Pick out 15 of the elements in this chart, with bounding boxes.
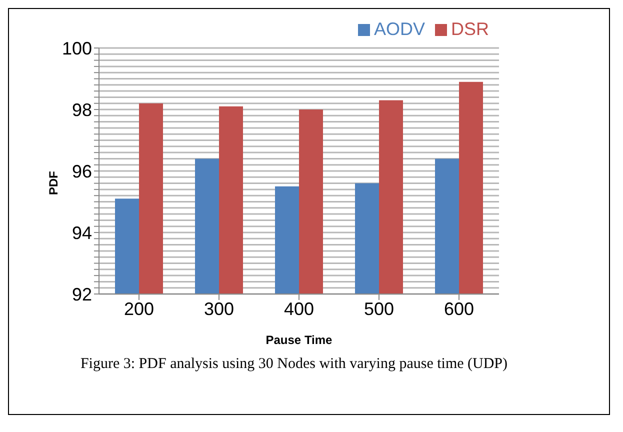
y-tick-label: 96: [72, 161, 92, 182]
y-tick-label: 92: [72, 284, 92, 304]
legend-label: AODV: [374, 19, 425, 39]
x-tick-label: 400: [284, 298, 314, 319]
y-tick-label: 98: [72, 100, 92, 120]
caption: Figure 3: PDF analysis using 30 Nodes with varying pause time (UDP): [79, 356, 509, 373]
x-tick-label: 200: [124, 298, 154, 319]
x-tick-label: 300: [204, 298, 234, 319]
x-tick-label: 500: [364, 298, 394, 319]
legend-label: DSR: [450, 19, 489, 39]
x-axis-title: Pause Time: [266, 333, 333, 347]
y-tick-label: 100: [62, 38, 92, 58]
y-axis-title: PDF: [46, 171, 60, 195]
x-tick-label: 600: [444, 298, 474, 319]
y-tick-label: 94: [72, 222, 92, 243]
